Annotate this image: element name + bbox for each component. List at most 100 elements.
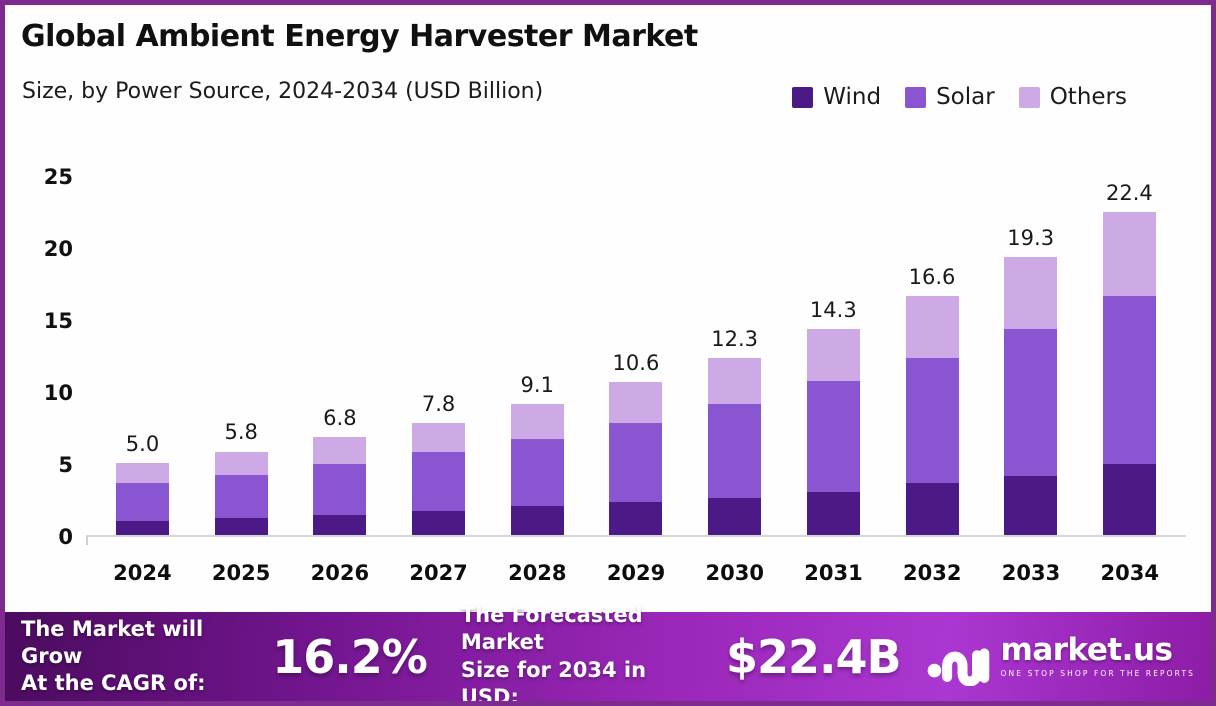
x-tick-2034: 2034	[1100, 561, 1159, 585]
bar-segment-wind-2034	[1102, 464, 1156, 535]
bar-segment-solar-2026	[313, 464, 367, 515]
bar-2032: 16.6	[905, 265, 959, 535]
legend-swatch-wind	[792, 86, 814, 108]
bar-2025: 5.8	[214, 420, 268, 535]
marketus-logo[interactable]: market.us ONE STOP SHOP FOR THE REPORTS	[925, 628, 1195, 686]
cagr-label-line1: The Market will Grow	[21, 616, 204, 668]
x-tick-2028: 2028	[508, 561, 567, 585]
bar-2027: 7.8	[412, 392, 466, 535]
bar-segment-others-2028	[510, 403, 564, 439]
axis-tick	[86, 537, 88, 545]
bar-segment-solar-2028	[510, 438, 564, 507]
cagr-label: The Market will Grow At the CAGR of:	[21, 616, 232, 698]
bar-value-label-2027: 7.8	[421, 391, 456, 416]
x-tick-2031: 2031	[804, 561, 863, 585]
legend-label-wind: Wind	[823, 84, 882, 110]
bar-segment-solar-2032	[905, 357, 959, 484]
x-tick-2032: 2032	[903, 561, 962, 585]
page-title: Global Ambient Energy Harvester Market	[21, 19, 698, 54]
y-tick-0: 0	[58, 525, 73, 549]
bar-value-label-2026: 6.8	[323, 406, 357, 431]
brand-text: market.us ONE STOP SHOP FOR THE REPORTS	[1000, 632, 1195, 679]
forecast-label-line2: Size for 2034 in USD:	[460, 657, 647, 706]
bar-segment-wind-2032	[905, 483, 959, 535]
bar-segment-wind-2029	[609, 501, 663, 535]
footer-banner: The Market will Grow At the CAGR of: 16.…	[5, 603, 1211, 701]
bar-segment-wind-2027	[412, 510, 466, 535]
forecast-label-line1: The Forecasted Market	[460, 602, 643, 655]
y-tick-15: 15	[43, 309, 73, 333]
bar-value-label-2028: 9.1	[520, 372, 554, 397]
legend-item-solar: Solar	[905, 84, 995, 110]
bar-segment-others-2027	[412, 422, 466, 452]
bar-segment-solar-2025	[214, 474, 268, 518]
bar-segment-solar-2034	[1102, 295, 1156, 465]
bar-segment-wind-2031	[806, 491, 860, 535]
x-tick-2033: 2033	[1001, 561, 1061, 585]
bar-segment-others-2025	[214, 451, 268, 475]
bar-segment-wind-2026	[313, 514, 367, 535]
bar-2031: 14.3	[806, 298, 860, 535]
y-tick-10: 10	[43, 381, 73, 405]
bar-2029: 10.6	[609, 351, 663, 535]
bar-2033: 19.3	[1004, 226, 1058, 535]
bar-segment-others-2026	[313, 437, 367, 465]
bar-value-label-2032: 16.6	[908, 264, 956, 289]
bar-segment-others-2033	[1004, 257, 1058, 330]
bar-segment-solar-2030	[708, 403, 762, 498]
x-tick-2027: 2027	[409, 561, 468, 585]
y-tick-25: 25	[43, 165, 73, 189]
bar-value-label-2030: 12.3	[711, 326, 759, 351]
chart-legend: Wind Solar Others	[792, 84, 1127, 110]
bar-segment-wind-2024	[116, 520, 169, 535]
bar-segment-solar-2029	[609, 422, 663, 502]
bar-value-label-2029: 10.6	[612, 351, 660, 376]
y-tick-20: 20	[43, 237, 73, 261]
x-tick-2024: 2024	[113, 561, 172, 585]
forecast-label: The Forecasted Market Size for 2034 in U…	[460, 602, 690, 706]
bar-value-label-2034: 22.4	[1105, 181, 1153, 206]
page-subtitle: Size, by Power Source, 2024-2034 (USD Bi…	[22, 79, 544, 104]
bar-segment-solar-2031	[806, 380, 860, 492]
bar-value-label-2024: 5.0	[125, 432, 160, 456]
legend-label-others: Others	[1049, 84, 1127, 110]
marketus-logo-icon	[927, 647, 989, 686]
brand-tagline: ONE STOP SHOP FOR THE REPORTS	[1000, 669, 1195, 678]
bar-segment-others-2034	[1102, 212, 1156, 296]
bar-segment-wind-2025	[214, 517, 268, 535]
bar-2030: 12.3	[708, 327, 762, 535]
bar-value-label-2025: 5.8	[224, 420, 258, 445]
bar-segment-others-2024	[116, 463, 169, 484]
x-tick-2025: 2025	[211, 561, 271, 585]
bar-segment-others-2031	[806, 329, 860, 381]
x-tick-2029: 2029	[606, 561, 666, 585]
legend-item-others: Others	[1018, 84, 1127, 110]
bar-segment-solar-2027	[412, 451, 466, 511]
bar-segment-solar-2024	[116, 483, 169, 521]
bar-segment-solar-2033	[1004, 329, 1058, 476]
bar-2028: 9.1	[510, 373, 564, 535]
bar-2024: 5.0	[116, 432, 169, 535]
bar-segment-wind-2030	[708, 497, 762, 535]
bar-value-label-2031: 14.3	[809, 298, 857, 323]
bar-segment-others-2032	[905, 296, 959, 358]
legend-swatch-solar	[905, 86, 927, 108]
plot-area: 5.0 5.8 6.8 7.8 9.1 10.6 12.3 14.3 16.6 19.3 22.4	[86, 177, 1186, 537]
bar-2034: 22.4	[1102, 181, 1156, 535]
y-tick-5: 5	[58, 453, 73, 477]
bar-segment-wind-2033	[1004, 475, 1058, 535]
bar-segment-wind-2028	[510, 506, 564, 535]
legend-item-wind: Wind	[792, 84, 881, 110]
cagr-label-line2: At the CAGR of:	[21, 671, 206, 696]
bar-value-label-2033: 19.3	[1007, 226, 1055, 251]
bar-2026: 6.8	[313, 406, 367, 535]
legend-label-solar: Solar	[936, 84, 995, 110]
cagr-value: 16.2%	[272, 629, 428, 684]
x-axis: 2024 2025 2026 2027 2028 2029 2030 2031 2032 2033…	[86, 561, 1186, 585]
legend-swatch-others	[1018, 86, 1040, 108]
forecast-value: $22.4B	[725, 629, 902, 684]
bar-segment-others-2029	[609, 382, 663, 423]
bar-segment-others-2030	[708, 357, 762, 404]
brand-name: market.us	[1000, 632, 1173, 668]
